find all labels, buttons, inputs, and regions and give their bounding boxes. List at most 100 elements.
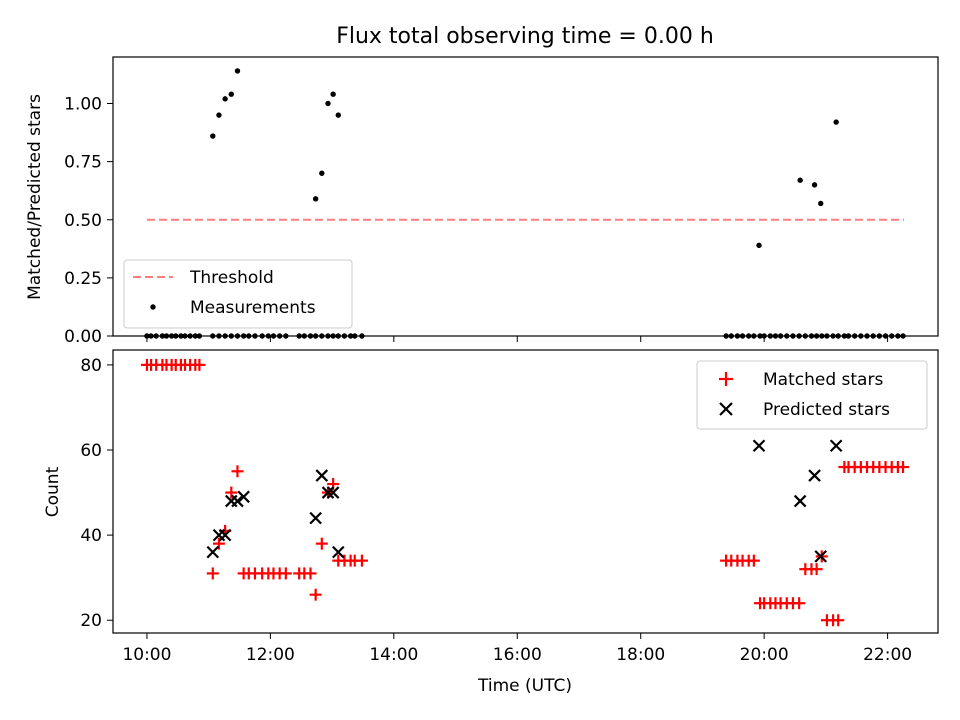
predicted-star-marker xyxy=(237,490,250,504)
measurement-point xyxy=(833,119,839,125)
count-panel-frame xyxy=(112,349,939,634)
measurement-point xyxy=(246,333,252,339)
measurement-point xyxy=(756,242,762,249)
measurement-point xyxy=(864,333,870,339)
measurement-point xyxy=(148,333,154,339)
matched-star-marker xyxy=(810,563,823,576)
measurement-point xyxy=(210,333,216,339)
ratio-ytick-label: 0.25 xyxy=(64,269,102,289)
legend-predicted-label: Predicted stars xyxy=(763,400,890,420)
measurement-point xyxy=(841,333,848,339)
measurement-point xyxy=(259,333,265,339)
measurement-point xyxy=(252,333,258,339)
legend-matched-swatch xyxy=(719,372,733,386)
matched-star-marker xyxy=(225,486,238,499)
count-panel: 20 40 60 80 10:00 12:00 14:00 16:00 18:00 20:00 22… xyxy=(43,349,939,696)
measurement-point xyxy=(173,333,179,339)
count-ytick-label: 40 xyxy=(80,526,102,546)
measurement-point xyxy=(319,333,325,339)
measurement-point xyxy=(196,333,203,339)
measurement-point xyxy=(222,96,228,102)
measurement-point xyxy=(889,333,895,339)
measurement-point xyxy=(192,333,198,339)
measurement-point xyxy=(813,333,820,339)
measurement-point xyxy=(851,333,858,339)
measurement-point xyxy=(772,333,779,339)
count-panel-ylabel: Count xyxy=(43,466,63,517)
predicted-star-marker xyxy=(332,545,345,559)
count-xtick-label: 16:00 xyxy=(493,645,542,665)
ratio-panel-ylabel: Matched/Predicted stars xyxy=(25,94,45,300)
measurement-point xyxy=(767,333,774,339)
legend-measurements-swatch xyxy=(150,304,156,310)
predicted-star-marker xyxy=(218,528,232,542)
count-xtick-label: 20:00 xyxy=(740,645,789,665)
legend-threshold-label: Threshold xyxy=(189,268,274,288)
predicted-star-marker xyxy=(829,439,843,453)
matched-star-marker xyxy=(832,614,845,627)
measurement-point xyxy=(352,333,358,339)
measurement-point xyxy=(301,333,308,339)
measurement-point xyxy=(746,333,752,339)
legend-measurements-label: Measurements xyxy=(190,298,316,318)
matched-star-marker xyxy=(231,465,244,478)
measurement-point xyxy=(312,333,319,339)
measurement-point xyxy=(359,333,365,339)
ratio-panel: 0.00 0.25 0.50 0.75 1.00 Matched/Predicted s… xyxy=(25,56,939,347)
measurement-point xyxy=(335,112,341,118)
ratio-ytick-label: 1.00 xyxy=(64,95,102,115)
predicted-star-marker xyxy=(206,545,220,559)
matched-star-marker xyxy=(212,537,225,550)
measurement-point xyxy=(870,333,876,339)
ratio-panel-legend: Threshold Measurements xyxy=(123,259,353,329)
measurement-point xyxy=(777,333,784,339)
measurement-point xyxy=(319,170,325,176)
measurement-point xyxy=(811,182,818,188)
predicted-star-marker xyxy=(326,486,340,499)
predicted-star-marker xyxy=(321,486,335,499)
measurement-point xyxy=(182,333,188,339)
measurement-point xyxy=(325,100,331,107)
ratio-panel-marks xyxy=(144,68,906,339)
measurement-point xyxy=(187,333,193,339)
measurement-point xyxy=(216,333,222,339)
measurement-point xyxy=(751,333,757,339)
measurement-point xyxy=(876,333,883,339)
count-xtick-label: 14:00 xyxy=(369,645,418,665)
measurement-point xyxy=(796,333,802,339)
measurement-point xyxy=(325,333,331,339)
matched-star-marker xyxy=(897,461,910,474)
measurement-point xyxy=(216,112,222,118)
measurement-point xyxy=(757,333,763,339)
measurement-point xyxy=(283,333,289,339)
measurement-point xyxy=(723,333,729,339)
count-panel-xlabel: Time (UTC) xyxy=(477,676,572,696)
predicted-star-marker xyxy=(808,469,821,482)
measurement-point xyxy=(819,333,825,339)
count-xtick-label: 12:00 xyxy=(246,645,295,665)
predicted-star-marker xyxy=(231,494,244,508)
count-xtick-label: 10:00 xyxy=(122,645,171,665)
predicted-star-marker xyxy=(309,511,322,525)
measurement-point xyxy=(228,333,234,339)
measurement-point xyxy=(818,200,824,207)
predicted-star-marker xyxy=(793,494,807,508)
count-panel-marks xyxy=(140,358,910,627)
count-panel-axes: 20 40 60 80 10:00 12:00 14:00 16:00 18:00 20:00 22… xyxy=(80,356,912,665)
legend-predicted-swatch xyxy=(719,402,733,416)
matched-star-marker xyxy=(793,597,806,610)
measurement-point xyxy=(335,333,341,339)
predicted-star-marker xyxy=(315,469,329,482)
matched-star-marker xyxy=(193,358,206,371)
ratio-ytick-label: 0.00 xyxy=(64,327,102,347)
legend-matched-label: Matched stars xyxy=(763,370,883,390)
matched-star-marker xyxy=(206,567,219,580)
measurement-point xyxy=(739,333,746,339)
measurement-point xyxy=(312,196,319,202)
count-xtick-label: 22:00 xyxy=(863,645,912,665)
measurement-point xyxy=(222,333,228,339)
measurement-point xyxy=(178,333,184,339)
count-ytick-label: 60 xyxy=(80,441,102,461)
measurement-point xyxy=(210,133,216,139)
